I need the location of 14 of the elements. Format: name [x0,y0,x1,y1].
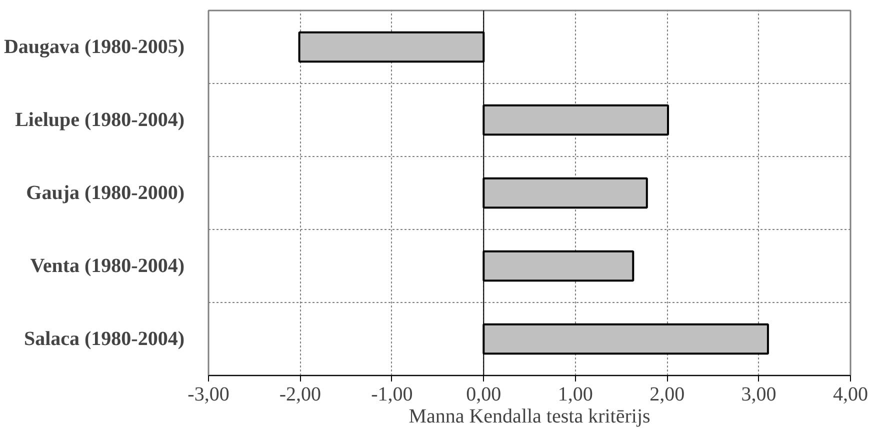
x-tick-label: 4,00 [833,384,868,406]
y-tick-label: Gauja (1980-2000) [26,182,185,204]
y-tick-label: Daugava (1980-2005) [4,36,184,58]
x-tick-label: -3,00 [188,384,230,406]
x-tick-label: 3,00 [741,384,776,406]
x-tick-label: 1,00 [558,384,593,406]
x-axis-title: Manna Kendalla testa kritērijs [408,406,651,428]
y-tick-label: Venta (1980-2004) [30,255,184,277]
x-tick-label: -1,00 [371,384,413,406]
y-tick-label: Lielupe (1980-2004) [15,109,185,131]
x-tick-label: 2,00 [650,384,685,406]
x-tick-label: -2,00 [279,384,322,406]
x-tick-label: 0,00 [466,384,502,406]
y-tick-label: Salaca (1980-2004) [24,328,185,350]
